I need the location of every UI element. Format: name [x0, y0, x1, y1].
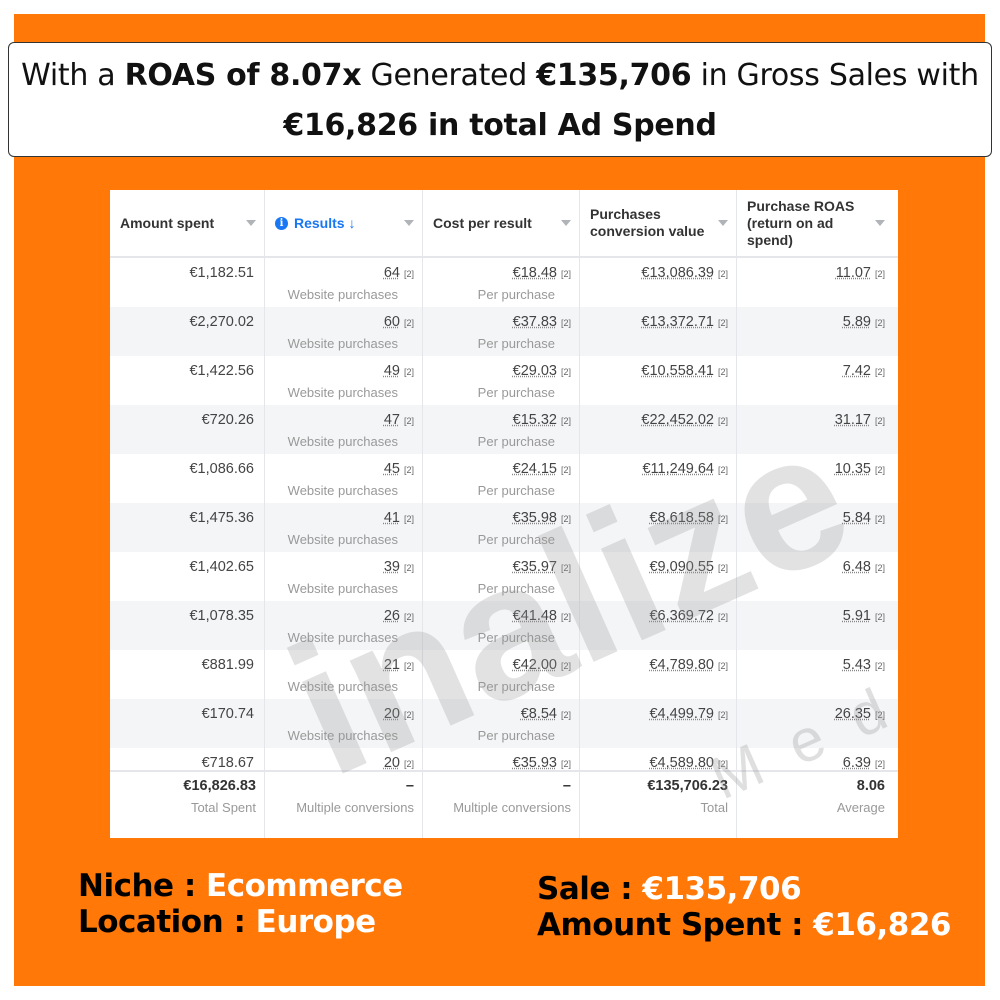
amount-spent: €1,475.36 — [189, 510, 254, 526]
conversion-value[interactable]: €4,789.80 — [649, 657, 714, 673]
average-roas: 8.06 — [856, 778, 885, 794]
results-value[interactable]: 49 — [383, 363, 400, 379]
roas-value[interactable]: 6.48 — [842, 559, 871, 575]
table-row[interactable]: €1,422.56 49 [2] Website purchases €29.03 [2]… — [110, 356, 898, 405]
cost-per-result[interactable]: €35.98 — [512, 510, 557, 526]
column-header-results[interactable]: i Results ↓ — [265, 190, 423, 256]
amount-spent: €1,422.56 — [189, 363, 254, 379]
table-row[interactable]: €170.74 20 [2] Website purchases €8.54 [2] Per… — [110, 699, 898, 748]
cost-per-result[interactable]: €18.48 — [512, 265, 557, 281]
roas-value[interactable]: 10.35 — [834, 461, 871, 477]
column-header-roas[interactable]: Purchase ROAS (return on ad spend) — [737, 190, 893, 256]
conversion-value[interactable]: €6,369.72 — [649, 608, 714, 624]
sale-value: €135,706 — [642, 871, 802, 907]
location-value: Europe — [255, 904, 377, 940]
table-row[interactable]: €2,270.02 60 [2] Website purchases €37.83 [2]… — [110, 307, 898, 356]
conversion-value[interactable]: €10,558.41 — [641, 363, 714, 379]
column-header-cost-per-result[interactable]: Cost per result — [423, 190, 580, 256]
conversion-value[interactable]: €13,372.71 — [641, 314, 714, 330]
conversion-value[interactable]: €4,499.79 — [649, 706, 714, 722]
amount-spent: €718.67 — [201, 755, 254, 770]
column-header-conversion-value[interactable]: Purchases conversion value — [580, 190, 737, 256]
results-value[interactable]: 20 — [383, 755, 400, 770]
info-icon[interactable]: i — [275, 216, 288, 230]
caret-down-icon[interactable] — [404, 220, 414, 226]
conversion-value[interactable]: €4,589.80 — [649, 755, 714, 770]
table-row[interactable]: €720.26 47 [2] Website purchases €15.32 [2] Pe… — [110, 405, 898, 454]
total-spent: €16,826.83 — [183, 778, 256, 794]
headline-text: With a — [21, 58, 125, 93]
amount-spent: €881.99 — [201, 657, 254, 673]
table-body: €1,182.51 64 [2] Website purchases €18.48 [2]… — [110, 258, 898, 770]
cost-per-result[interactable]: €35.97 — [512, 559, 557, 575]
headline-text: Generated — [361, 58, 537, 93]
cost-per-result[interactable]: €15.32 — [512, 412, 557, 428]
amount-spent: €1,182.51 — [189, 265, 254, 281]
amount-spent: €1,078.35 — [189, 608, 254, 624]
niche-value: Ecommerce — [206, 868, 403, 904]
ads-results-table: Amount spent i Results ↓ Cost per result … — [110, 190, 898, 838]
headline-spend: €16,826 in total Ad Spend — [283, 108, 717, 143]
table-footer: €16,826.83 Total Spent – Multiple conversi… — [110, 770, 898, 838]
niche-location: Niche : Ecommerce Location : Europe — [78, 868, 403, 940]
sale-spent: Sale : €135,706 Amount Spent : €16,826 — [537, 871, 951, 943]
conversion-value[interactable]: €9,090.55 — [649, 559, 714, 575]
results-value[interactable]: 47 — [383, 412, 400, 428]
cost-per-result[interactable]: €41.48 — [512, 608, 557, 624]
conversion-value[interactable]: €22,452.02 — [641, 412, 714, 428]
cost-per-result[interactable]: €8.54 — [520, 706, 557, 722]
headline-text: in Gross Sales with — [691, 58, 980, 93]
cost-per-result[interactable]: €24.15 — [512, 461, 557, 477]
roas-value[interactable]: 5.84 — [842, 510, 871, 526]
headline: With a ROAS of 8.07x Generated €135,706 … — [8, 42, 992, 157]
table-row[interactable]: €1,475.36 41 [2] Website purchases €35.98 [2]… — [110, 503, 898, 552]
roas-value[interactable]: 26.35 — [834, 706, 871, 722]
table-row[interactable]: €881.99 21 [2] Website purchases €42.00 [2] Pe… — [110, 650, 898, 699]
caret-down-icon[interactable] — [718, 220, 728, 226]
table-row[interactable]: €1,402.65 39 [2] Website purchases €35.97 [2]… — [110, 552, 898, 601]
amount-spent: €2,270.02 — [189, 314, 254, 330]
caret-down-icon[interactable] — [246, 220, 256, 226]
conversion-value[interactable]: €13,086.39 — [641, 265, 714, 281]
table-header: Amount spent i Results ↓ Cost per result … — [110, 190, 898, 258]
results-value[interactable]: 39 — [383, 559, 400, 575]
column-header-amount-spent[interactable]: Amount spent — [110, 190, 265, 256]
results-value[interactable]: 45 — [383, 461, 400, 477]
amount-spent: €720.26 — [201, 412, 254, 428]
caret-down-icon[interactable] — [875, 220, 885, 226]
conversion-value[interactable]: €8,618.58 — [649, 510, 714, 526]
table-row[interactable]: €1,086.66 45 [2] Website purchases €24.15 [2]… — [110, 454, 898, 503]
results-value[interactable]: 20 — [383, 706, 400, 722]
roas-value[interactable]: 11.07 — [835, 265, 871, 281]
roas-value[interactable]: 5.91 — [842, 608, 871, 624]
headline-sales: €135,706 — [536, 58, 692, 93]
cost-per-result[interactable]: €35.93 — [512, 755, 557, 770]
conversion-value[interactable]: €11,249.64 — [642, 461, 714, 477]
results-value[interactable]: 41 — [383, 510, 400, 526]
roas-value[interactable]: 6.39 — [842, 755, 871, 770]
amount-spent: €1,402.65 — [189, 559, 254, 575]
table-row[interactable]: €1,078.35 26 [2] Website purchases €41.48 [2]… — [110, 601, 898, 650]
roas-value[interactable]: 7.42 — [842, 363, 871, 379]
roas-value[interactable]: 31.17 — [834, 412, 871, 428]
caret-down-icon[interactable] — [561, 220, 571, 226]
results-value[interactable]: 60 — [383, 314, 400, 330]
spent-value: €16,826 — [813, 907, 951, 943]
total-value: €135,706.23 — [647, 778, 728, 794]
results-value[interactable]: 26 — [383, 608, 400, 624]
amount-spent: €170.74 — [201, 706, 254, 722]
roas-value[interactable]: 5.89 — [842, 314, 871, 330]
headline-roas: ROAS of 8.07x — [124, 58, 362, 93]
results-value[interactable]: 21 — [383, 657, 400, 673]
cost-per-result[interactable]: €29.03 — [512, 363, 557, 379]
cost-per-result[interactable]: €37.83 — [512, 314, 557, 330]
roas-value[interactable]: 5.43 — [842, 657, 871, 673]
results-value[interactable]: 64 — [383, 265, 400, 281]
cost-per-result[interactable]: €42.00 — [512, 657, 557, 673]
table-row[interactable]: €1,182.51 64 [2] Website purchases €18.48 [2]… — [110, 258, 898, 307]
amount-spent: €1,086.66 — [189, 461, 254, 477]
